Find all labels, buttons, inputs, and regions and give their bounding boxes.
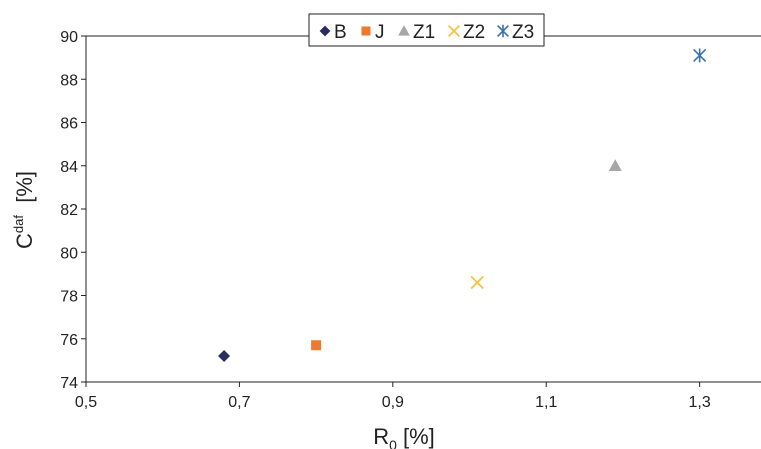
y-axis-ticks: 74 76 78 80 82 84 86 88 90 <box>60 29 86 392</box>
data-point-z3 <box>694 49 706 63</box>
y-tick-label: 78 <box>60 289 78 306</box>
data-point-j <box>311 340 321 350</box>
y-tick-label: 74 <box>60 375 78 392</box>
legend-label-z2: Z2 <box>463 22 485 43</box>
x-tick-label: 1,1 <box>535 394 557 411</box>
y-tick-label: 80 <box>60 245 78 262</box>
x-axis-ticks: 0,5 0,7 0,9 1,1 1,3 <box>75 382 711 411</box>
y-tick-label: 84 <box>60 159 78 176</box>
y-tick-label: 76 <box>60 332 78 349</box>
axes <box>86 36 761 382</box>
x-tick-label: 1,3 <box>689 394 711 411</box>
x-tick-label: 0,5 <box>75 394 97 411</box>
data-point-z1 <box>609 159 622 171</box>
data-point-z2 <box>471 277 483 289</box>
x-tick-label: 0,9 <box>382 394 404 411</box>
x-axis-label: R0 [%] <box>373 424 435 449</box>
legend-label-z1: Z1 <box>413 22 435 43</box>
data-points <box>218 49 706 362</box>
legend-marker-j <box>362 27 371 36</box>
legend-label-z3: Z3 <box>512 22 534 43</box>
x-tick-label: 0,7 <box>228 394 250 411</box>
data-point-b <box>218 350 230 362</box>
y-axis-label: Cdaf [%] <box>11 171 37 249</box>
y-tick-label: 86 <box>60 116 78 133</box>
y-tick-label: 88 <box>60 72 78 89</box>
legend: B J Z1 Z2 Z3 <box>309 14 544 46</box>
legend-label-j: J <box>375 22 385 43</box>
y-tick-label: 90 <box>60 29 78 46</box>
legend-label-b: B <box>334 22 347 43</box>
y-tick-label: 82 <box>60 202 78 219</box>
